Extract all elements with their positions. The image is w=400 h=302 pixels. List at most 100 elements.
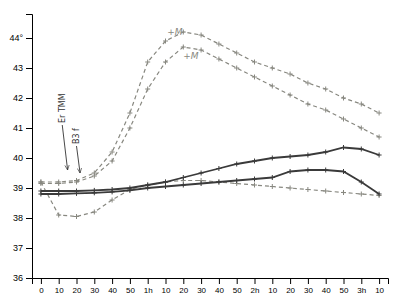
y-tick-label: 44° [9,33,23,43]
x-tick-label: 10 [268,286,277,295]
y-tick-mark [26,248,32,249]
x-tick-mark [237,278,238,284]
point [163,39,168,44]
chart: 010203040501h10203040502h10203040503h103… [0,0,400,302]
point [288,186,293,191]
point [252,60,257,65]
point [305,168,310,173]
x-tick-mark [201,278,202,284]
x-tick: 10 [162,278,171,295]
y-tick: 36 [13,273,32,283]
point [341,117,346,122]
point [199,48,204,53]
x-tick: 30 [90,278,99,295]
series [38,30,381,185]
point [341,169,346,174]
point [92,210,97,215]
x-tick: 10 [55,278,64,295]
point [110,159,115,164]
point [252,183,257,188]
x-tick-label: 10 [375,286,384,295]
x-tick: 30 [304,278,313,295]
annotation: +M [183,51,199,61]
series [38,145,381,194]
point [199,181,204,186]
series-line [41,148,379,192]
point [270,84,275,89]
x-tick: 40 [322,278,331,295]
point [252,177,257,182]
x-tick: 3h [357,278,366,295]
y-tick-label: 39 [13,183,23,193]
point [341,190,346,195]
point [110,189,115,194]
point [377,111,382,116]
point [163,180,168,185]
x-tick-mark [344,278,345,284]
point [216,180,221,185]
y-tick-mark [26,278,32,279]
point [181,45,186,50]
point [145,60,150,65]
x-tick: 1h [144,278,153,295]
x-tick-mark [379,278,380,284]
y-tick-mark [26,218,32,219]
point [288,169,293,174]
y-tick-label: 37 [13,243,23,253]
point [110,150,115,155]
x-tick-label: 30 [304,286,313,295]
point [199,33,204,38]
point [38,192,43,197]
point [252,75,257,80]
point [323,150,328,155]
point [145,87,150,92]
x-tick: 20 [73,278,82,295]
point [377,192,382,197]
point [288,93,293,98]
y-tick-mark [26,38,32,39]
y-axis-line [26,15,33,279]
point [359,192,364,197]
point [305,153,310,158]
point [270,156,275,161]
x-tick: 20 [286,278,295,295]
x-tick-mark [272,278,273,284]
point [323,87,328,92]
y-tick-label: 43 [13,63,23,73]
y-tick: 43 [13,63,32,73]
point [163,184,168,189]
point [181,183,186,188]
x-tick: 50 [340,278,349,295]
x-tick-mark [130,278,131,284]
x-tick: 0 [39,278,44,295]
series [38,168,381,197]
point [56,213,61,218]
series [38,178,381,219]
plot-area [38,30,381,220]
y-tick-label: 41 [13,123,23,133]
y-tick: 39 [13,183,32,193]
point [341,145,346,150]
annotation: B3 f [72,128,81,144]
point [216,180,221,185]
point [127,126,132,131]
x-tick-label: 30 [90,286,99,295]
x-tick: 40 [215,278,224,295]
point [288,154,293,159]
annotation: Er TMM [58,93,67,123]
y-tick: 38 [13,213,32,223]
point [305,81,310,86]
point [305,187,310,192]
point [74,214,79,219]
point [145,186,150,191]
point [270,66,275,71]
x-tick-mark [326,278,327,284]
x-tick-mark [59,278,60,284]
y-tick-label: 38 [13,213,23,223]
point [234,162,239,167]
x-tick: 40 [108,278,117,295]
point [323,108,328,113]
point [270,184,275,189]
y-tick-mark [26,128,32,129]
point [305,102,310,107]
